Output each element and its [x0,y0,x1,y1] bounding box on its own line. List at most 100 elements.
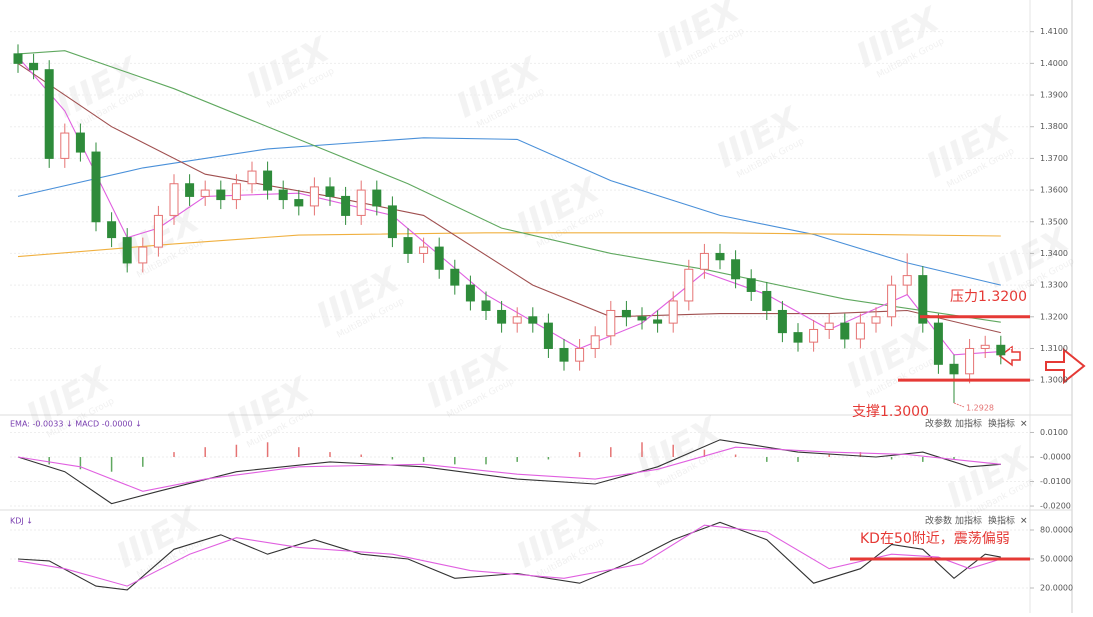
indicator-line [17,50,1001,323]
toolbar-button[interactable]: 加指标 [955,418,982,430]
y-tick-label: -0.0100 [1040,477,1071,486]
candle-body [231,183,241,201]
candle-body [481,300,491,311]
candle-body [138,246,148,264]
candle-body [653,319,663,324]
candle-body [512,316,522,324]
arrow-icon [1045,347,1086,385]
candle-body [715,252,725,261]
indicator-line [17,446,1001,492]
candle-body [933,322,943,365]
candle-body [325,186,335,197]
candle-body [918,275,928,324]
candle-body [450,268,460,286]
toolbar-button[interactable]: 换指标 [988,418,1015,430]
candle-body [824,322,834,330]
candle-body [840,322,850,340]
y-tick-label: -0.0000 [1040,452,1071,461]
toolbar-button[interactable]: 加指标 [955,515,982,527]
y-tick-label: 1.3300 [1040,281,1068,290]
candle-body [107,221,117,239]
candle-body [169,183,179,216]
y-tick-label: 1.3500 [1040,217,1068,226]
y-tick-label: 1.3000 [1040,376,1068,385]
candle-body [699,252,709,270]
panel-header: EMA: -0.0033 ↓ MACD -0.0000 ↓ [10,420,142,429]
candle-body [278,189,288,201]
candle-body [746,278,756,292]
y-tick-label: 1.3200 [1040,312,1068,321]
toolbar-button[interactable]: 改参数 [925,418,952,430]
candle-body [44,69,54,159]
candle-body [559,347,569,362]
candle-body [637,316,647,321]
candle-body [980,344,990,349]
candle-body [528,316,538,324]
low-label: 1.2928 [966,403,994,412]
y-tick-label: 80.0000 [1040,525,1073,534]
y-tick-label: 1.3800 [1040,122,1068,131]
candle-body [200,189,210,197]
candle-body [122,237,132,264]
candle-body [294,199,304,207]
indicator-line [17,524,1001,587]
toolbar-button[interactable]: 改参数 [925,515,952,527]
candle-body [902,275,912,286]
y-tick-label: 0.0100 [1040,428,1068,437]
candle-body [91,151,101,223]
candle-body [731,259,741,280]
y-tick-label: 20.0000 [1040,584,1073,593]
candle-body [29,62,39,71]
y-tick-label: 1.4100 [1040,27,1068,36]
candle-body [13,53,23,64]
candle-body [247,170,257,185]
candle-body [543,322,553,349]
candle-body [855,322,865,340]
candle-body [762,290,772,311]
candle-body [372,189,382,207]
y-tick-label: 1.3700 [1040,154,1068,163]
candle-body [341,195,351,216]
candle-body [590,335,600,349]
indicator-line [17,137,1001,286]
annotation-text: 压力1.3200 [950,289,1027,305]
candle-body [809,328,819,343]
y-tick-label: 1.3400 [1040,249,1068,258]
indicator-line [17,62,1001,334]
candle-body [465,284,475,302]
toolbar-button[interactable]: ✕ [1020,517,1028,527]
candle-body [777,309,787,334]
annotation-text: 支撑1.3000 [852,404,929,420]
candle-body [668,300,678,324]
candle-body [216,189,226,201]
candle-body [263,170,273,191]
arrow-icon [998,345,1021,367]
indicator-line [17,521,1001,591]
y-tick-label: 1.4000 [1040,59,1068,68]
candle-body [309,186,319,207]
candle-body [434,246,444,270]
y-tick-label: -0.0200 [1040,502,1071,511]
candle-body [403,237,413,254]
candle-body [419,246,429,254]
candle-body [387,205,397,239]
y-tick-label: 1.3600 [1040,186,1068,195]
toolbar-button[interactable]: 换指标 [988,515,1015,527]
candle-body [60,132,70,159]
candle-body [949,363,959,375]
annotation-text: KD在50附近，震荡偏弱 [860,531,1010,547]
toolbar-button[interactable]: ✕ [1020,420,1028,430]
y-tick-label: 1.3900 [1040,91,1068,100]
candle-body [75,132,85,153]
candle-body [497,309,507,324]
low-leader [953,402,965,408]
candle-body [621,309,631,318]
candle-body [996,344,1006,356]
y-tick-label: 1.3100 [1040,344,1068,353]
candle-body [965,347,975,375]
y-tick-label: 50.0000 [1040,554,1073,563]
plots: 1.3000 1.3100 1.3200 1.3300 1.3400 1.3500 1.36… [10,27,1073,593]
candle-body [575,347,585,362]
